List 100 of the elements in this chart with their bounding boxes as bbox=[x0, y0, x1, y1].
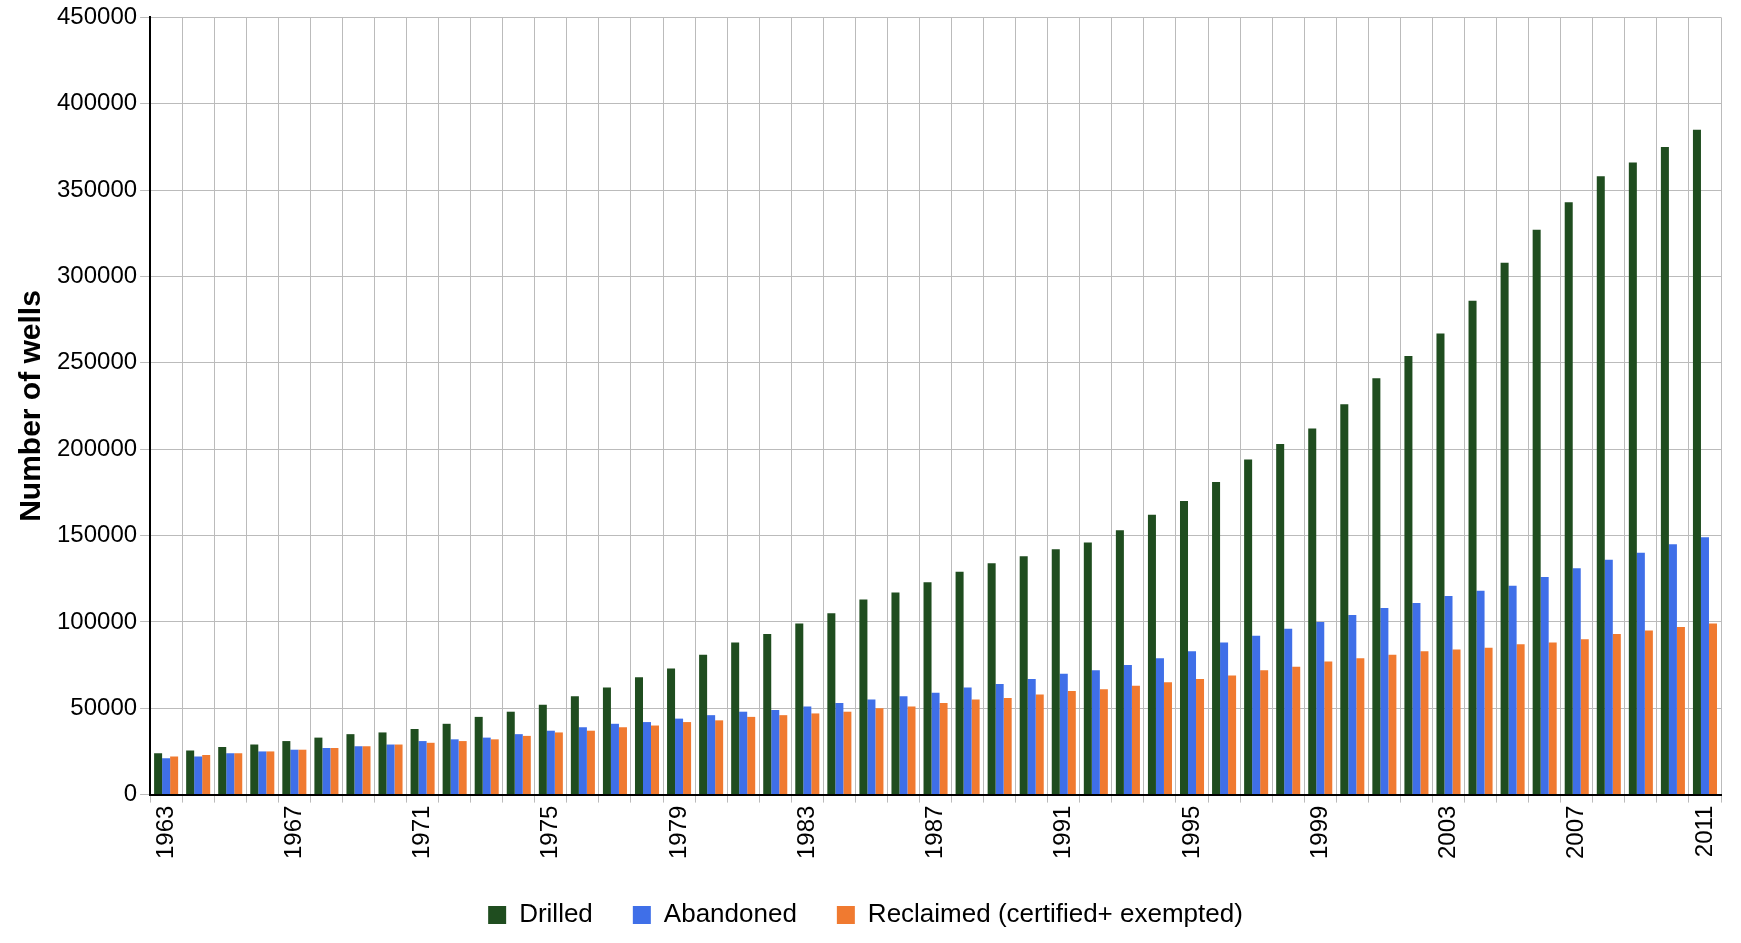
bar bbox=[298, 749, 307, 795]
bar bbox=[835, 703, 844, 795]
bar bbox=[971, 699, 980, 795]
bar bbox=[514, 734, 523, 795]
bar bbox=[1444, 595, 1453, 795]
x-tick-label: 1995 bbox=[1176, 805, 1204, 859]
bar bbox=[1051, 549, 1060, 795]
bar bbox=[266, 751, 275, 795]
bar bbox=[1091, 670, 1100, 795]
x-tick-label: 1967 bbox=[278, 805, 306, 859]
bar bbox=[1468, 300, 1477, 795]
bar bbox=[1540, 576, 1549, 795]
bar bbox=[386, 744, 395, 795]
bar bbox=[474, 716, 483, 795]
bar bbox=[426, 742, 435, 795]
bar bbox=[899, 696, 908, 795]
bar bbox=[610, 723, 619, 795]
bar bbox=[1276, 444, 1285, 795]
bar bbox=[1019, 556, 1028, 795]
bar bbox=[1452, 649, 1461, 795]
bar bbox=[1252, 635, 1261, 795]
bar bbox=[875, 708, 884, 795]
bar bbox=[1700, 537, 1709, 795]
bar bbox=[1548, 642, 1557, 795]
bar bbox=[1564, 202, 1573, 795]
x-tick-label: 1983 bbox=[791, 805, 819, 859]
bar bbox=[1436, 333, 1445, 795]
bar bbox=[1220, 642, 1229, 795]
y-tick-label: 200000 bbox=[56, 433, 138, 461]
x-tick-label: 1971 bbox=[407, 805, 435, 859]
bar bbox=[346, 734, 355, 795]
bar bbox=[1628, 162, 1637, 795]
bar bbox=[634, 677, 643, 795]
bar bbox=[1155, 658, 1164, 795]
bar bbox=[859, 599, 868, 795]
bar bbox=[1612, 633, 1621, 795]
x-tick-label: 1963 bbox=[150, 805, 178, 859]
bar bbox=[1147, 514, 1156, 795]
bar bbox=[891, 592, 900, 795]
bar bbox=[538, 704, 547, 795]
bar bbox=[490, 739, 499, 795]
bar bbox=[1316, 621, 1325, 795]
bar bbox=[739, 711, 748, 795]
bar bbox=[1596, 176, 1605, 795]
bar bbox=[779, 715, 788, 795]
bar bbox=[1308, 428, 1317, 795]
bar bbox=[939, 703, 948, 795]
bar bbox=[1260, 670, 1269, 795]
bar bbox=[186, 750, 195, 795]
x-tick-label: 1987 bbox=[920, 805, 948, 859]
bar bbox=[1228, 675, 1237, 795]
y-tick-label: 250000 bbox=[56, 347, 138, 375]
bar bbox=[362, 746, 371, 795]
bar bbox=[843, 711, 852, 795]
bar bbox=[1035, 694, 1044, 795]
bar bbox=[1580, 639, 1589, 795]
bar bbox=[322, 747, 331, 795]
bar bbox=[1508, 585, 1517, 795]
bar bbox=[314, 737, 323, 795]
bar bbox=[1284, 628, 1293, 795]
bar bbox=[1692, 129, 1701, 795]
x-tick-label: 2011 bbox=[1689, 805, 1717, 858]
bar bbox=[1516, 644, 1525, 795]
bar bbox=[450, 739, 459, 795]
bar bbox=[811, 713, 820, 795]
bar bbox=[955, 571, 964, 795]
bar bbox=[1676, 627, 1685, 795]
bar bbox=[1059, 673, 1068, 795]
bar bbox=[618, 727, 627, 795]
x-tick-label: 1979 bbox=[663, 805, 691, 859]
bar bbox=[987, 563, 996, 795]
bar bbox=[586, 730, 595, 795]
bar bbox=[731, 642, 740, 795]
bar bbox=[418, 741, 427, 795]
bar bbox=[226, 753, 235, 795]
bar bbox=[795, 623, 804, 795]
bar bbox=[410, 728, 419, 795]
bar bbox=[675, 718, 684, 795]
y-tick-label: 300000 bbox=[56, 261, 138, 289]
y-tick-label: 450000 bbox=[56, 2, 138, 30]
bar bbox=[1180, 501, 1189, 795]
bar bbox=[482, 737, 491, 795]
x-tick-label: 1999 bbox=[1304, 805, 1332, 859]
bar bbox=[707, 715, 716, 795]
legend-label: Abandoned bbox=[663, 898, 797, 929]
bar bbox=[522, 735, 531, 795]
bar bbox=[683, 722, 692, 795]
bar bbox=[1003, 697, 1012, 795]
bar bbox=[643, 722, 652, 795]
bar bbox=[458, 741, 467, 795]
bar bbox=[1484, 647, 1493, 795]
bar bbox=[290, 749, 299, 795]
x-tick-label: 1975 bbox=[535, 805, 563, 859]
bar bbox=[923, 582, 932, 795]
bar bbox=[1420, 651, 1429, 795]
bar bbox=[931, 692, 940, 795]
bar bbox=[1604, 559, 1613, 795]
bar bbox=[1636, 552, 1645, 795]
bar bbox=[1644, 630, 1653, 795]
bar bbox=[715, 720, 724, 795]
